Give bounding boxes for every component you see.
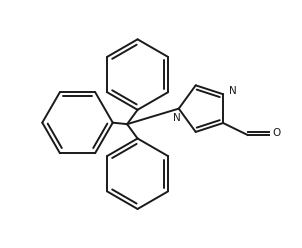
- Text: N: N: [229, 86, 236, 96]
- Text: O: O: [272, 128, 281, 138]
- Text: N: N: [173, 113, 181, 123]
